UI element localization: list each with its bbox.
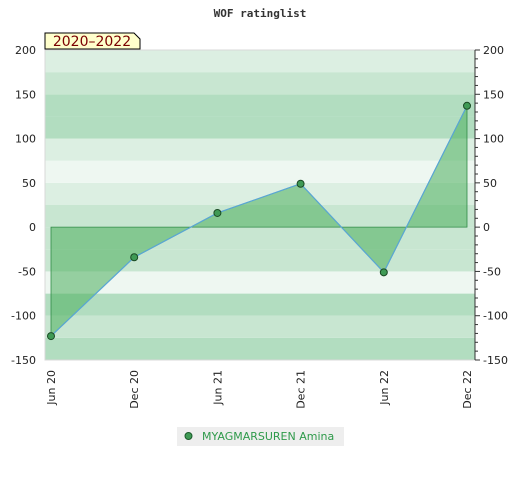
y-tick-label-left: -100	[11, 310, 36, 323]
period-label-box	[44, 32, 141, 50]
data-point	[130, 253, 139, 262]
x-tick-label: Dec 21	[295, 370, 308, 409]
grid-band	[45, 293, 475, 316]
x-axis: Jun 20 Dec 20 Jun 21 Dec 21 Jun 22 Dec 22	[45, 370, 474, 409]
y-tick-label-right: 50	[483, 177, 497, 190]
grid-band	[45, 271, 475, 294]
y-tick-label-left: 100	[15, 133, 36, 146]
data-point	[47, 332, 55, 341]
grid-band	[45, 72, 475, 95]
grid-band	[45, 182, 475, 205]
legend-marker	[184, 432, 193, 440]
grid-band	[45, 337, 475, 360]
grid-band	[45, 138, 475, 161]
y-tick-label-left: 0	[29, 221, 36, 234]
grid-band	[45, 94, 475, 117]
data-point	[296, 179, 305, 188]
data-point	[379, 268, 388, 277]
x-tick-label: Jun 21	[211, 370, 224, 406]
data-points	[47, 101, 471, 341]
legend-label: MYAGMARSUREN Amina	[202, 430, 334, 443]
y-tick-label-right: 100	[483, 133, 504, 146]
legend-box	[177, 427, 344, 446]
y-tick-label-right: 200	[483, 44, 504, 57]
period-label-text: 2020–2022	[53, 34, 131, 50]
y-tick-label-right: 0	[483, 221, 490, 234]
x-tick-label: Jun 20	[45, 370, 58, 406]
grid-band	[45, 116, 475, 139]
legend: MYAGMARSUREN Amina	[177, 427, 344, 446]
data-point	[213, 208, 222, 217]
x-tick-label: Dec 20	[128, 370, 141, 409]
grid-band	[45, 160, 475, 183]
y-tick-label-left: -150	[11, 354, 36, 367]
y-tick-label-left: 50	[22, 177, 36, 190]
chart-title: WOF ratinglist	[214, 7, 307, 20]
data-point	[463, 101, 471, 110]
y-tick-label-right: -150	[483, 354, 508, 367]
y-tick-label-left: -50	[18, 265, 36, 278]
grid-band	[45, 315, 475, 338]
y-tick-label-right: -100	[483, 310, 508, 323]
right-axis: -150 -100 -50 0 50 100 150 200	[474, 44, 508, 367]
grid-band	[45, 50, 475, 73]
period-label: 2020–2022	[44, 32, 141, 50]
y-tick-label-left: 200	[15, 44, 36, 57]
left-axis: -150 -100 -50 0 50 100 150 200	[11, 44, 36, 367]
y-tick-label-right: -50	[483, 265, 501, 278]
y-tick-label-right: 150	[483, 88, 504, 101]
y-tick-label-left: 150	[15, 88, 36, 101]
series-line	[50, 105, 468, 337]
x-tick-label: Jun 22	[378, 370, 391, 406]
x-tick-label: Dec 22	[461, 370, 474, 409]
